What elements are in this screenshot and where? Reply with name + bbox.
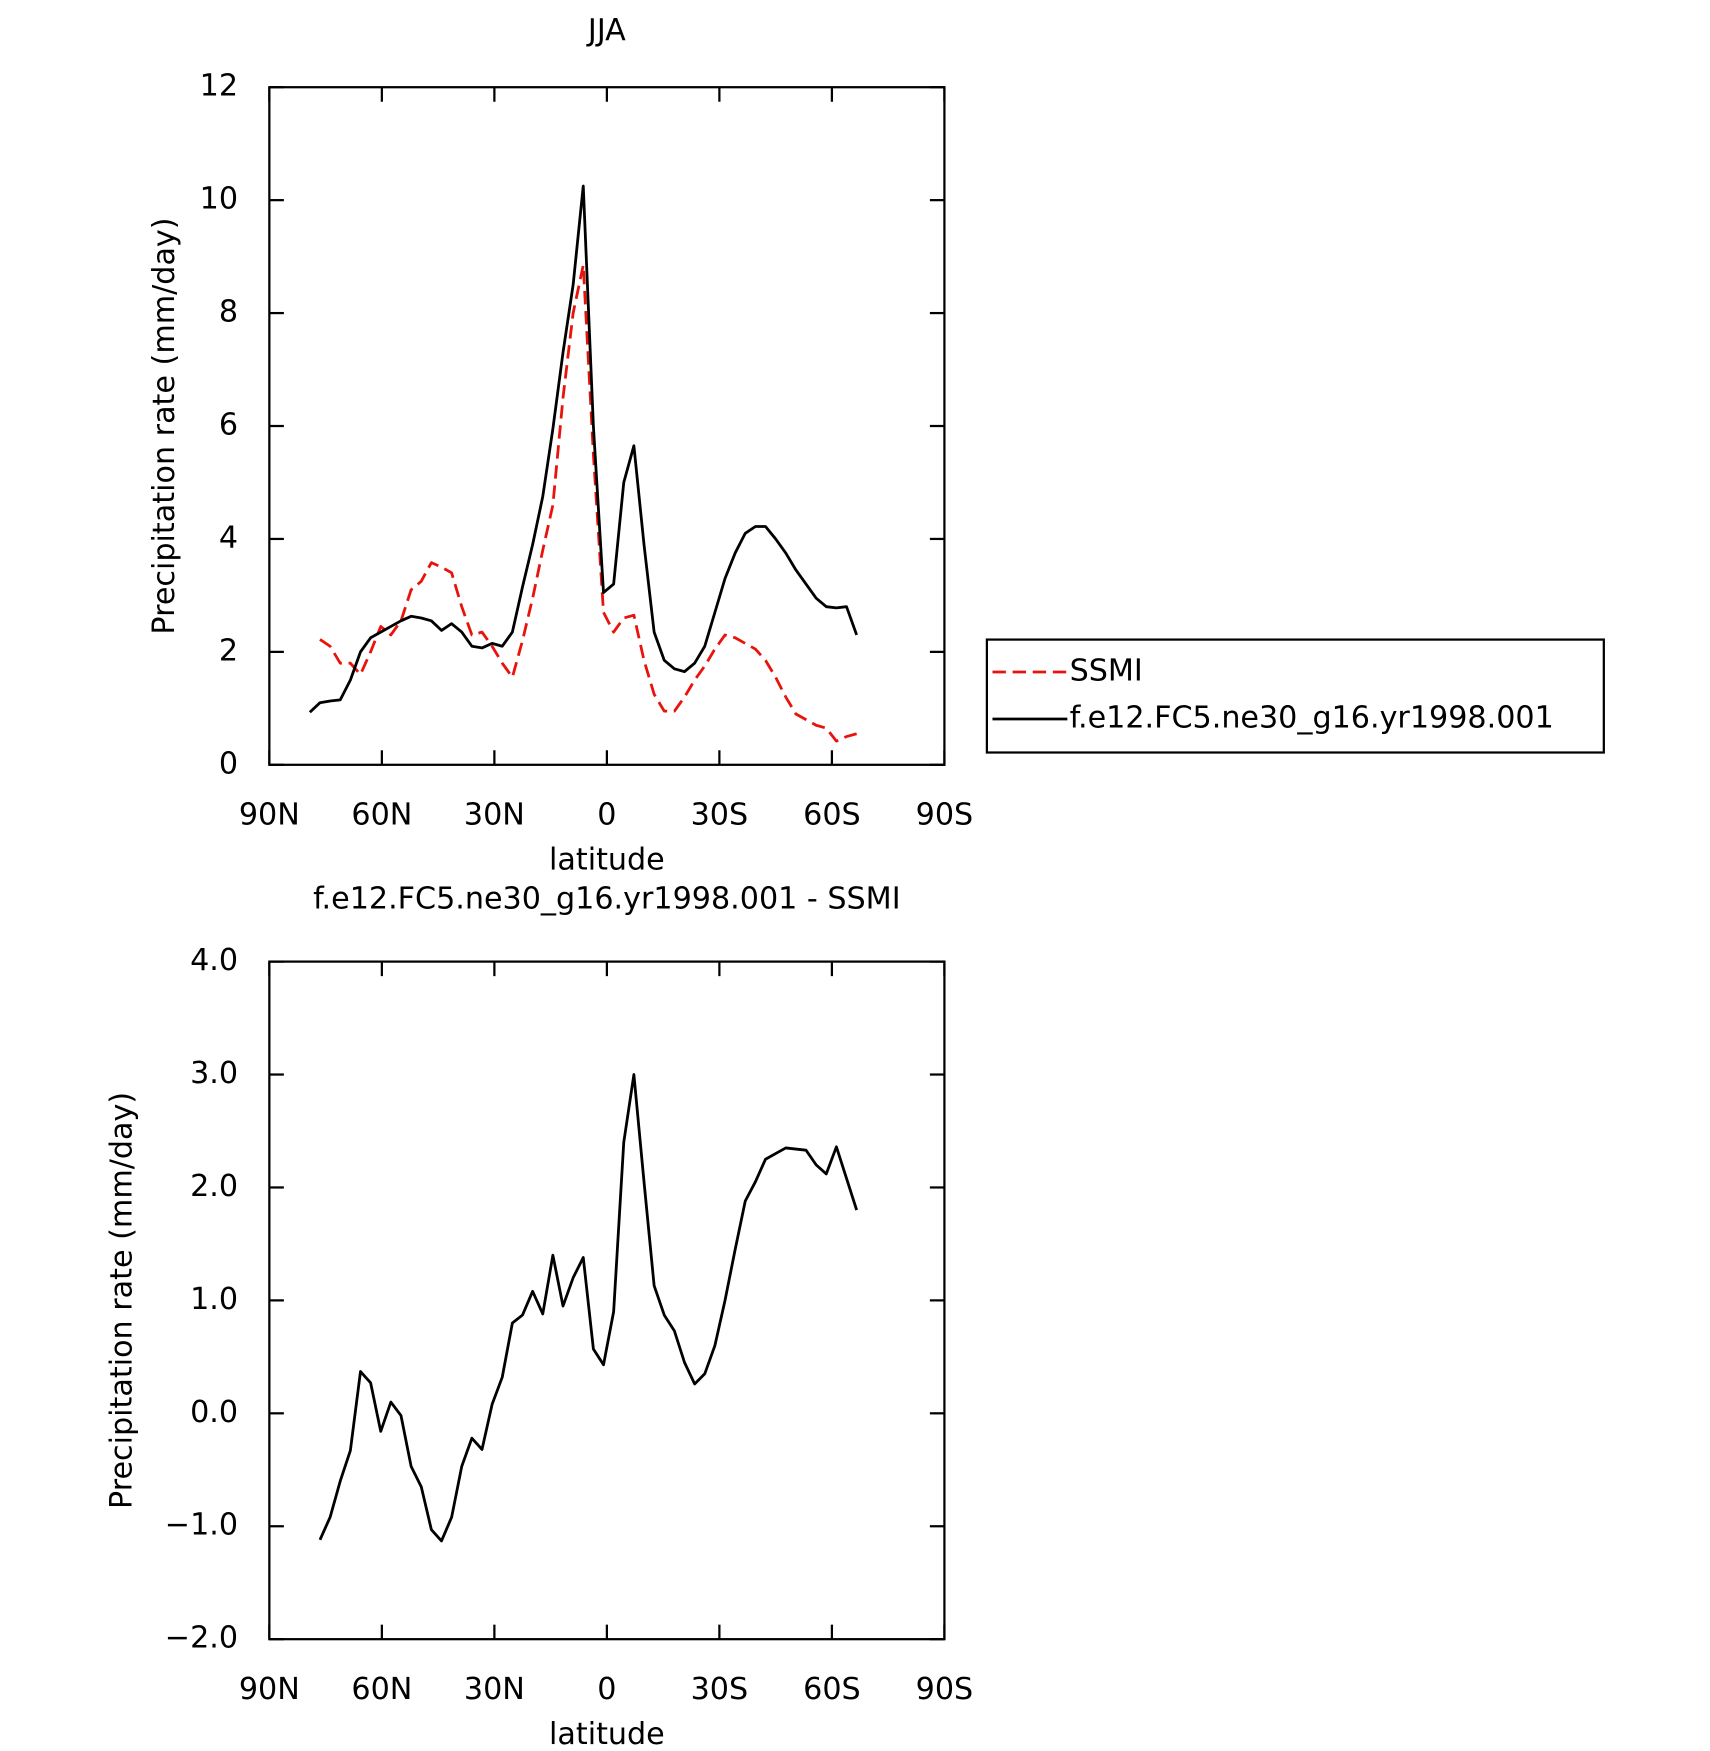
x-tick-label: 0: [597, 798, 616, 833]
x-axis-label: latitude: [549, 842, 665, 877]
y-tick-label: 10: [200, 182, 238, 217]
chart-title: f.e12.FC5.ne30_g16.yr1998.001 - SSMI: [313, 882, 900, 917]
y-tick-label: 3.0: [190, 1056, 238, 1091]
y-tick-label: 8: [219, 295, 238, 330]
x-tick-label: 60N: [351, 798, 412, 833]
data-line: [308, 184, 858, 714]
x-axis-label: latitude: [549, 1717, 665, 1751]
x-tick-label: 90S: [916, 1672, 974, 1707]
x-tick-label: 90S: [916, 798, 974, 833]
x-tick-label: 90N: [239, 798, 300, 833]
chart: f.e12.FC5.ne30_g16.yr1998.001 - SSMI lati…: [104, 882, 973, 1751]
legend-box: [985, 638, 1605, 754]
legend-label: f.e12.FC5.ne30_g16.yr1998.001: [1070, 700, 1554, 735]
y-tick-label: 2.0: [190, 1169, 238, 1204]
x-tick-label: 60S: [803, 798, 861, 833]
x-tick-label: 30S: [691, 1672, 749, 1707]
data-line: [318, 1073, 858, 1543]
x-tick-label: 60S: [803, 1672, 861, 1707]
legend: SSMI f.e12.FC5.ne30_g16.yr1998.001: [985, 638, 1605, 754]
y-tick-label: −1.0: [165, 1508, 238, 1543]
y-tick-label: 0.0: [190, 1395, 238, 1430]
plot-frame: [268, 960, 946, 1641]
legend-label: SSMI: [1070, 653, 1143, 688]
y-tick-label: 12: [200, 69, 238, 104]
y-axis-label: Precipitation rate (mm/day): [104, 1092, 139, 1509]
y-tick-label: −2.0: [165, 1621, 238, 1656]
y-tick-label: 0: [219, 746, 238, 781]
plot-frame: [268, 86, 946, 766]
x-tick-label: 90N: [239, 1672, 300, 1707]
x-tick-label: 60N: [351, 1672, 412, 1707]
y-axis-label: Precipitation rate (mm/day): [147, 217, 182, 634]
y-tick-label: 6: [219, 408, 238, 443]
x-tick-label: 30N: [464, 798, 525, 833]
data-line: [319, 263, 858, 743]
y-tick-label: 4: [219, 520, 238, 555]
x-tick-label: 30S: [691, 798, 749, 833]
y-tick-label: 4.0: [190, 943, 238, 978]
x-tick-label: 0: [597, 1672, 616, 1707]
chart-title: JJA: [586, 13, 626, 48]
y-tick-label: 2: [219, 633, 238, 668]
chart: JJA latitude Precipitation rate (mm/day) 90…: [147, 13, 1605, 877]
x-tick-label: 30N: [464, 1672, 525, 1707]
y-tick-label: 1.0: [190, 1282, 238, 1317]
